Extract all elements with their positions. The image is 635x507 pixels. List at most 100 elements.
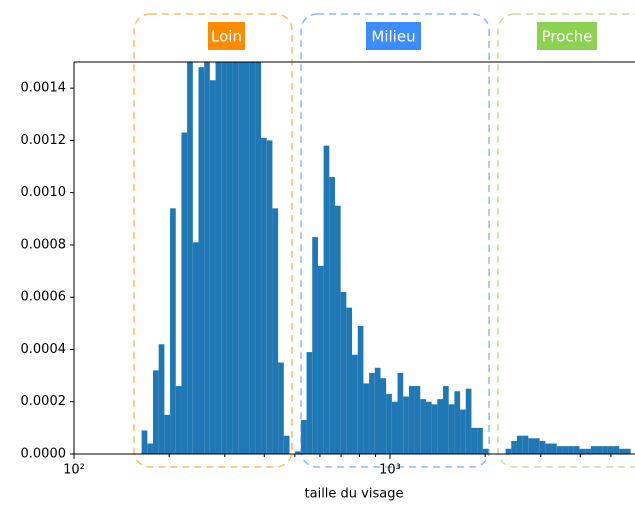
bar [295, 451, 301, 454]
region-label-bg [537, 22, 597, 50]
bar [329, 176, 335, 454]
bar [283, 435, 290, 454]
bar [425, 401, 432, 454]
region-box [497, 13, 635, 468]
y-tick-label: 0.0004 [21, 342, 67, 357]
bar [221, 62, 227, 454]
bar [539, 440, 546, 454]
bar [249, 62, 256, 454]
bar [164, 414, 171, 454]
bar [511, 440, 517, 454]
bar [141, 430, 148, 454]
x-tick-label: 10³ [379, 463, 401, 478]
bar [187, 62, 193, 454]
bar [380, 378, 387, 454]
bar [272, 208, 279, 454]
bar [170, 208, 176, 454]
y-tick-label: 0.0000 [21, 447, 67, 462]
bar [357, 325, 364, 454]
bar [147, 443, 153, 454]
bar [471, 427, 478, 454]
bar [238, 62, 244, 454]
bar [408, 386, 415, 454]
bar [516, 435, 523, 454]
y-tick-label: 0.0010 [21, 185, 67, 200]
bar [391, 401, 398, 454]
bar [482, 448, 489, 454]
bar [152, 370, 159, 454]
bar [158, 344, 165, 454]
bar [175, 386, 182, 454]
bar [607, 446, 614, 454]
bar [226, 62, 233, 454]
x-axis-label: taille du visage [305, 487, 404, 502]
bar [181, 132, 188, 454]
bar [369, 372, 375, 454]
bar [414, 386, 421, 454]
bar [278, 362, 284, 454]
bar [522, 435, 529, 454]
bar [204, 62, 210, 454]
plot-area [141, 62, 631, 454]
region-box [300, 13, 490, 468]
bar [386, 393, 392, 454]
bar [374, 367, 381, 454]
bar [243, 62, 250, 454]
bar [312, 237, 318, 454]
bar [602, 446, 608, 454]
bar [556, 446, 563, 454]
bar [505, 448, 512, 454]
bar [545, 443, 552, 454]
bar [317, 265, 324, 454]
bar [403, 396, 409, 454]
bar [397, 372, 404, 454]
bar [465, 388, 472, 454]
bar [585, 448, 591, 454]
bar [266, 140, 273, 454]
bar [420, 399, 426, 454]
bar [579, 448, 586, 454]
y-tick-label: 0.0008 [21, 237, 67, 252]
bar [443, 386, 449, 454]
bar [528, 438, 534, 454]
bar [619, 448, 625, 454]
region-label: Proche [542, 28, 593, 46]
bar [261, 137, 267, 454]
bar [323, 145, 330, 454]
bar [340, 291, 347, 454]
bar [596, 446, 603, 454]
bar [573, 446, 580, 454]
y-tick-label: 0.0006 [21, 290, 67, 305]
region-label: Loin [211, 28, 242, 46]
region-label-bg [366, 22, 421, 50]
y-tick-label: 0.0014 [21, 81, 67, 96]
bar [590, 446, 597, 454]
bar [437, 399, 444, 454]
bar [255, 62, 262, 454]
bar [352, 354, 358, 454]
bar [562, 446, 569, 454]
bar [215, 62, 222, 454]
bar [306, 352, 313, 454]
bar [568, 446, 574, 454]
bar [346, 307, 353, 454]
bar [460, 409, 466, 454]
x-tick-label: 10² [63, 463, 85, 478]
bar [454, 391, 461, 454]
bar [533, 438, 540, 454]
bar [192, 242, 199, 454]
bar [613, 446, 620, 454]
bar [551, 443, 557, 454]
y-tick-label: 0.0012 [21, 133, 67, 148]
bar [448, 404, 455, 454]
bar [232, 62, 239, 454]
region-label-bg [208, 22, 245, 50]
bar [198, 67, 205, 454]
region-label: Milieu [371, 28, 415, 46]
bar [431, 404, 438, 454]
bar [624, 448, 631, 454]
bar [334, 205, 341, 454]
bar [300, 420, 307, 454]
region-box [133, 13, 293, 468]
